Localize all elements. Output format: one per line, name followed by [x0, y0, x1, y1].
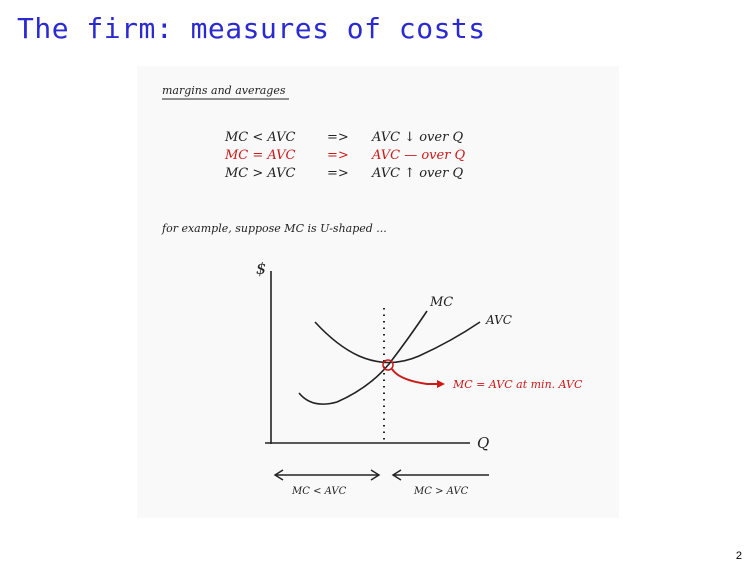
left-region-arrowhead-end	[370, 469, 381, 481]
slide-title: The firm: measures of costs	[17, 12, 486, 45]
rule-3-arrow: =>	[327, 166, 349, 181]
avc-label: AVC	[485, 313, 512, 327]
rule-2-result: AVC — over Q	[371, 148, 466, 163]
intersection-pointer	[391, 368, 440, 385]
intersection-circle	[382, 359, 394, 371]
rule-3-result: AVC ↑ over Q	[371, 166, 463, 181]
x-axis-label: Q	[477, 434, 489, 452]
rule-2-arrow: =>	[327, 148, 349, 163]
page-number: 2	[735, 550, 742, 562]
handwritten-notes-drawing: margins and averages MC < AVC => AVC ↓ o…	[161, 84, 583, 497]
right-region-label: MC > AVC	[413, 486, 469, 497]
mc-label: MC	[429, 295, 453, 310]
left-region-arrowhead	[273, 469, 284, 481]
rule-2-condition: MC = AVC	[224, 148, 296, 163]
avc-curve	[314, 321, 481, 364]
example-text: for example, suppose MC is U-shaped ...	[161, 222, 387, 235]
rule-1-result: AVC ↓ over Q	[371, 130, 463, 145]
intersection-arrowhead	[437, 380, 445, 388]
mc-curve	[298, 310, 428, 405]
rule-1-condition: MC < AVC	[224, 130, 296, 145]
right-region-arrowhead	[391, 469, 402, 481]
y-axis-label: $	[256, 259, 266, 278]
rule-3-condition: MC > AVC	[224, 166, 296, 181]
rule-1-arrow: =>	[327, 130, 349, 145]
intersection-note: MC = AVC at min. AVC	[452, 378, 583, 391]
notes-heading: margins and averages	[162, 84, 286, 97]
left-region-label: MC < AVC	[291, 486, 347, 497]
handwritten-notes-panel: margins and averages MC < AVC => AVC ↓ o…	[137, 66, 619, 518]
